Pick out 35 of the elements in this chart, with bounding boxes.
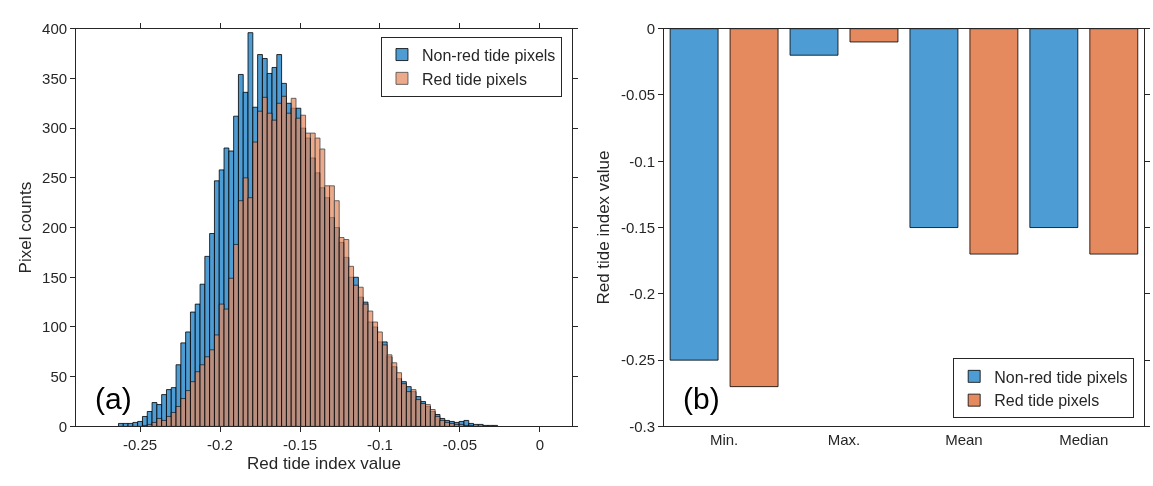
y-tick-label: 250 [42, 169, 68, 187]
y-tick-label: -0.1 [629, 152, 656, 170]
annotation: (b) [683, 382, 720, 415]
y-tick-label: -0.2 [629, 285, 656, 303]
y-tick-label: 0 [58, 417, 68, 435]
y-tick-label: 400 [42, 19, 68, 37]
legend-label: Non-red tide pixels [421, 46, 556, 64]
x-tick-label: Median [1059, 431, 1109, 449]
x-tick-label: Mean [945, 431, 983, 449]
y-tick-label: 300 [42, 119, 68, 137]
y-tick-label: 350 [42, 69, 68, 87]
y-tick-label: -0.05 [620, 86, 656, 104]
legend-label: Red tide pixels [421, 70, 527, 88]
annotation: (a) [95, 382, 132, 415]
y-tick-label: -0.15 [620, 218, 656, 236]
x-tick-label: -0.15 [282, 436, 318, 454]
x-tick-label: -0.25 [122, 436, 158, 454]
y-tick-label: 200 [42, 218, 68, 236]
legend-label: Red tide pixels [994, 392, 1100, 410]
x-tick-label: -0.1 [367, 436, 393, 454]
y-tick-label: 150 [42, 268, 68, 286]
x-tick-label: Max. [827, 431, 861, 449]
y-tick-label: -0.25 [620, 351, 656, 369]
x-tick-label: -0.2 [207, 436, 233, 454]
x-tick-label: 0 [535, 436, 545, 454]
legend-label: Non-red tide pixels [994, 368, 1128, 386]
y-axis-title: Red tide index value [594, 150, 614, 305]
y-tick-label: 50 [50, 367, 68, 385]
y-axis-title: Pixel counts [15, 181, 35, 274]
y-tick-label: 0 [646, 19, 656, 37]
x-axis-title: Red tide index value [246, 453, 402, 473]
y-tick-label: 100 [42, 318, 68, 336]
y-tick-label: -0.3 [629, 417, 656, 435]
x-tick-label: -0.05 [442, 436, 478, 454]
x-tick-label: Min. [709, 431, 739, 449]
